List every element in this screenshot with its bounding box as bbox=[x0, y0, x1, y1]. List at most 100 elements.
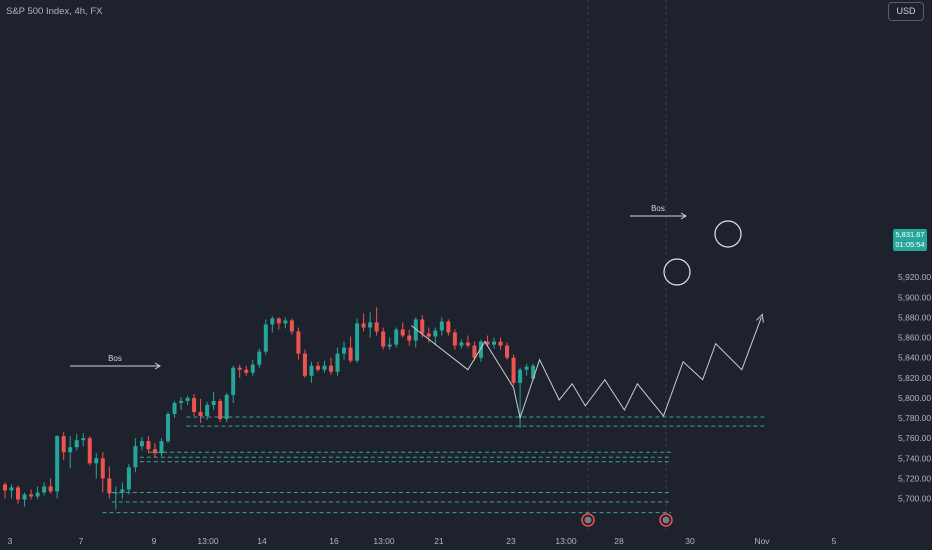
candle-body bbox=[126, 467, 131, 490]
candle-body bbox=[459, 342, 464, 346]
candle-body bbox=[400, 329, 405, 336]
candle-body bbox=[524, 366, 529, 370]
candle-body bbox=[224, 394, 229, 420]
bos-label: Bos bbox=[651, 204, 665, 213]
candle-body bbox=[94, 458, 99, 464]
projection-arrowhead bbox=[755, 313, 764, 323]
time-tick-label: 13:00 bbox=[197, 536, 219, 546]
candle-body bbox=[329, 365, 333, 372]
candle-body bbox=[16, 487, 21, 500]
price-tick-label: 5,920.00 bbox=[898, 272, 931, 282]
bos-arrowhead bbox=[680, 212, 687, 220]
candle-body bbox=[218, 400, 223, 420]
vertical-dashed-markers bbox=[587, 0, 667, 530]
candle-body bbox=[231, 367, 236, 395]
event-marker-dot bbox=[662, 516, 670, 524]
reaction-circle bbox=[714, 220, 742, 248]
candle-body bbox=[192, 397, 197, 412]
candle-body bbox=[478, 341, 483, 358]
support-levels bbox=[102, 416, 765, 514]
candle-body bbox=[302, 353, 307, 376]
price-tick-label: 5,840.00 bbox=[898, 353, 931, 363]
candle-body bbox=[42, 486, 47, 493]
candle-body bbox=[355, 323, 360, 361]
currency-button[interactable]: USD bbox=[888, 2, 924, 21]
candle-body bbox=[166, 413, 170, 442]
candle-body bbox=[29, 494, 34, 497]
projection-line bbox=[410, 317, 762, 420]
candle-body bbox=[309, 365, 314, 376]
time-tick-label: 13:00 bbox=[373, 536, 395, 546]
candle-body bbox=[74, 440, 79, 448]
candle-body bbox=[472, 345, 477, 358]
time-tick-label: 21 bbox=[434, 536, 444, 546]
projected-path: Bos Bos bbox=[70, 204, 764, 527]
candle-body bbox=[81, 438, 86, 441]
time-tick-label: 23 bbox=[506, 536, 516, 546]
candle-body bbox=[152, 449, 157, 454]
price-tick-label: 5,780.00 bbox=[898, 413, 931, 423]
candle-body bbox=[289, 320, 294, 332]
price-tick-label: 5,720.00 bbox=[898, 473, 931, 483]
time-tick-label: 14 bbox=[257, 536, 267, 546]
candle-body bbox=[237, 367, 242, 370]
candle-body bbox=[342, 347, 347, 354]
candle-body bbox=[244, 369, 249, 373]
price-tick-label: 5,740.00 bbox=[898, 453, 931, 463]
last-price-value: 5,831.67 bbox=[895, 230, 925, 239]
candle-body bbox=[381, 331, 386, 347]
candle-body bbox=[505, 345, 510, 358]
candle-body bbox=[100, 458, 105, 479]
candle-body bbox=[172, 402, 177, 414]
time-tick-label: 28 bbox=[614, 536, 624, 546]
candle-body bbox=[315, 365, 320, 370]
bar-countdown: 01:05:54 bbox=[895, 240, 925, 249]
candle-body bbox=[61, 436, 66, 453]
candle-body bbox=[446, 321, 451, 333]
candle-body bbox=[139, 441, 144, 447]
candle-body bbox=[179, 400, 184, 403]
candle-body bbox=[452, 332, 457, 346]
candle-body bbox=[133, 446, 138, 468]
time-axis[interactable]: 3 7 9 13:00 14 16 13:00 21 23 13:00 28 30 Nov 5 bbox=[8, 536, 837, 546]
candle-body bbox=[283, 320, 288, 324]
candle-body bbox=[492, 341, 496, 345]
time-tick-label: 5 bbox=[832, 536, 837, 546]
candle-body bbox=[394, 329, 399, 345]
candle-body bbox=[374, 322, 379, 332]
candle-body bbox=[120, 489, 125, 493]
reaction-circle bbox=[663, 258, 691, 286]
candle-body bbox=[55, 436, 60, 492]
candle-body bbox=[48, 486, 53, 492]
candle-body bbox=[439, 321, 444, 331]
candle-body bbox=[433, 330, 438, 337]
candle-body bbox=[257, 351, 262, 365]
candle-body bbox=[211, 400, 216, 405]
bos-label: Bos bbox=[108, 354, 122, 363]
candle-body bbox=[368, 322, 373, 328]
candle-body bbox=[22, 494, 27, 500]
price-tick-label: 5,820.00 bbox=[898, 373, 931, 383]
candlestick-series bbox=[3, 307, 536, 510]
price-tick-label: 5,880.00 bbox=[898, 312, 931, 322]
time-tick-label: 3 bbox=[8, 536, 13, 546]
price-tick-label: 5,860.00 bbox=[898, 333, 931, 343]
time-tick-label: 30 bbox=[685, 536, 695, 546]
price-axis[interactable]: 5,700.00 5,720.00 5,740.00 5,760.00 5,780.00… bbox=[898, 272, 931, 503]
candle-body bbox=[511, 357, 516, 383]
price-tick-label: 5,800.00 bbox=[898, 393, 931, 403]
candle-body bbox=[113, 492, 118, 494]
candle-body bbox=[35, 492, 40, 497]
candle-body bbox=[361, 323, 366, 328]
candle-body bbox=[3, 484, 7, 491]
candle-body bbox=[407, 335, 412, 341]
bos-arrowhead bbox=[154, 362, 161, 370]
candle-body bbox=[250, 364, 255, 373]
candle-body bbox=[485, 341, 490, 345]
candle-body bbox=[270, 318, 275, 325]
candle-body bbox=[531, 365, 536, 379]
candle-body bbox=[107, 478, 112, 494]
candle-body bbox=[276, 318, 281, 324]
time-tick-label: 9 bbox=[152, 536, 157, 546]
